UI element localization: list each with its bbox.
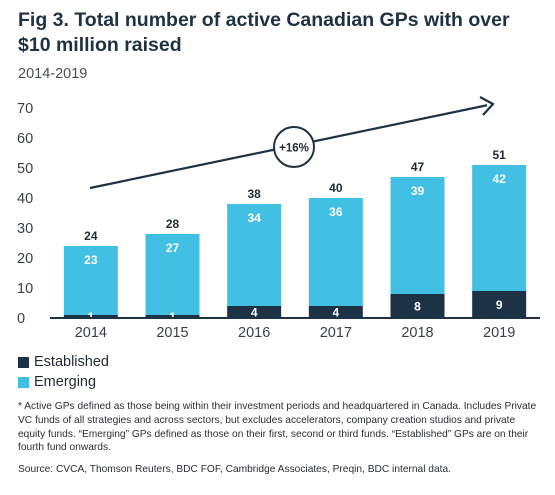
bar-emerging [227, 204, 282, 306]
x-tick-label: 2018 [401, 325, 433, 341]
data-label-total: 47 [411, 160, 425, 174]
legend-label-emerging: Emerging [34, 374, 97, 390]
footnote: * Active GPs defined as those being with… [18, 401, 537, 454]
bar-established [390, 294, 445, 318]
y-tick-label: 70 [17, 101, 33, 117]
y-tick-label: 20 [17, 251, 33, 267]
data-label-established: 4 [332, 306, 339, 320]
bar-emerging [308, 198, 363, 306]
bar-established [63, 315, 118, 318]
y-tick-label: 50 [17, 161, 33, 177]
bar-established [472, 291, 527, 318]
bar-emerging [63, 246, 118, 315]
source-note: Source: CVCA, Thomson Reuters, BDC FOF, … [18, 464, 451, 475]
y-tick-label: 60 [17, 131, 33, 147]
chart-title: Fig 3. Total number of active Canadian G… [18, 9, 510, 56]
legend-item-emerging: Emerging [18, 372, 109, 392]
bar-established [145, 315, 200, 318]
bar-established [308, 306, 363, 318]
y-tick-label: 40 [17, 191, 33, 207]
bar-emerging [472, 165, 527, 291]
x-tick-label: 2017 [320, 325, 352, 341]
legend: Established Emerging [18, 352, 109, 392]
growth-label: +16% [279, 143, 309, 155]
bar-established [227, 306, 282, 318]
data-label-total: 40 [329, 181, 343, 195]
data-label-emerging: 36 [329, 205, 343, 219]
data-label-emerging: 34 [247, 211, 261, 225]
growth-circle [273, 126, 315, 168]
legend-swatch-emerging [18, 376, 29, 388]
data-label-total: 28 [166, 217, 180, 231]
data-label-established: 8 [414, 300, 421, 314]
chart-subtitle: 2014-2019 [18, 66, 88, 82]
data-label-emerging: 23 [84, 253, 98, 267]
legend-label-established: Established [34, 354, 109, 370]
stacked-bar-chart: 0102030405060701232420141272820154343820… [17, 96, 540, 341]
data-label-emerging: 42 [492, 172, 506, 186]
x-tick-label: 2015 [156, 325, 188, 341]
y-tick-label: 10 [17, 281, 33, 297]
data-label-emerging: 39 [411, 184, 425, 198]
growth-arrow-head [479, 96, 495, 116]
data-label-total: 51 [492, 148, 506, 162]
legend-item-established: Established [18, 352, 109, 372]
legend-swatch-established [18, 356, 29, 368]
bar-emerging [145, 234, 200, 315]
data-label-established: 4 [251, 306, 258, 320]
x-tick-label: 2016 [238, 325, 270, 341]
data-label-established: 9 [496, 298, 503, 312]
x-tick-label: 2019 [483, 325, 515, 341]
y-tick-label: 0 [17, 311, 25, 327]
data-label-total: 24 [84, 229, 98, 243]
x-tick-label: 2014 [75, 325, 107, 341]
data-label-total: 38 [247, 187, 261, 201]
data-label-emerging: 27 [166, 241, 180, 255]
y-tick-label: 30 [17, 221, 33, 237]
bar-emerging [390, 177, 445, 294]
